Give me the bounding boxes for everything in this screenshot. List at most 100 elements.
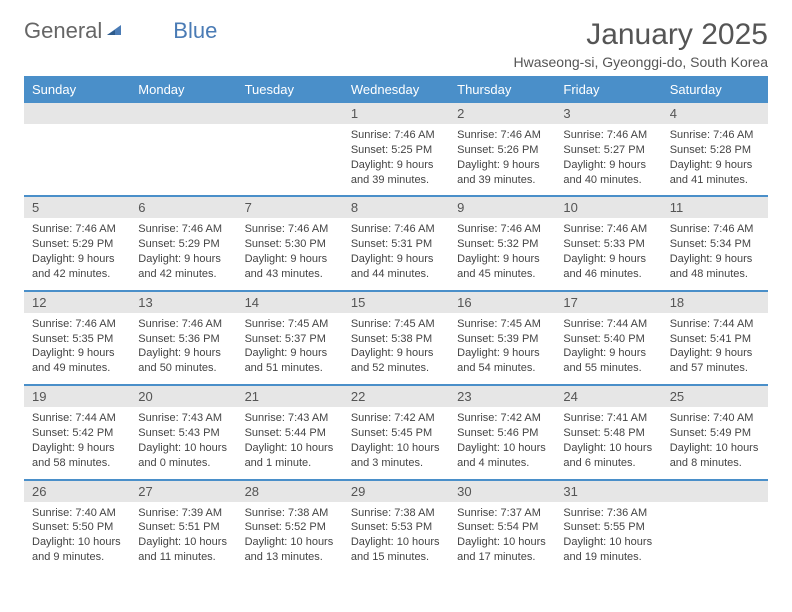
sunset-text: Sunset: 5:51 PM — [138, 520, 228, 535]
daylight-text: Daylight: 9 hours and 52 minutes. — [351, 346, 441, 376]
day-number: 14 — [237, 291, 343, 313]
sunset-text: Sunset: 5:49 PM — [670, 426, 760, 441]
day-cell: Sunrise: 7:43 AMSunset: 5:43 PMDaylight:… — [130, 407, 236, 479]
sunset-text: Sunset: 5:34 PM — [670, 237, 760, 252]
day-cell: Sunrise: 7:44 AMSunset: 5:40 PMDaylight:… — [555, 313, 661, 385]
calendar-body: 1234Sunrise: 7:46 AMSunset: 5:25 PMDayli… — [24, 103, 768, 573]
daylight-text: Daylight: 10 hours and 3 minutes. — [351, 441, 441, 471]
day-header-tuesday: Tuesday — [237, 76, 343, 103]
day-number: 27 — [130, 480, 236, 502]
sunrise-text: Sunrise: 7:46 AM — [457, 128, 547, 143]
sunset-text: Sunset: 5:52 PM — [245, 520, 335, 535]
day-number — [130, 103, 236, 124]
daylight-text: Daylight: 9 hours and 51 minutes. — [245, 346, 335, 376]
sunrise-text: Sunrise: 7:44 AM — [32, 411, 122, 426]
sunrise-text: Sunrise: 7:46 AM — [32, 222, 122, 237]
day-cell: Sunrise: 7:45 AMSunset: 5:38 PMDaylight:… — [343, 313, 449, 385]
day-cell: Sunrise: 7:43 AMSunset: 5:44 PMDaylight:… — [237, 407, 343, 479]
header: General Blue January 2025 Hwaseong-si, G… — [24, 18, 768, 70]
day-header-row: Sunday Monday Tuesday Wednesday Thursday… — [24, 76, 768, 103]
day-number: 18 — [662, 291, 768, 313]
daylight-text: Daylight: 9 hours and 58 minutes. — [32, 441, 122, 471]
logo-text-blue: Blue — [173, 18, 217, 44]
sunset-text: Sunset: 5:32 PM — [457, 237, 547, 252]
daylight-text: Daylight: 10 hours and 19 minutes. — [563, 535, 653, 565]
sunrise-text: Sunrise: 7:40 AM — [670, 411, 760, 426]
day-number: 15 — [343, 291, 449, 313]
daylight-text: Daylight: 9 hours and 44 minutes. — [351, 252, 441, 282]
day-header-sunday: Sunday — [24, 76, 130, 103]
daylight-text: Daylight: 9 hours and 42 minutes. — [138, 252, 228, 282]
day-number: 10 — [555, 196, 661, 218]
day-cell: Sunrise: 7:46 AMSunset: 5:33 PMDaylight:… — [555, 218, 661, 290]
daylight-text: Daylight: 9 hours and 42 minutes. — [32, 252, 122, 282]
day-cell: Sunrise: 7:45 AMSunset: 5:39 PMDaylight:… — [449, 313, 555, 385]
day-data-row: Sunrise: 7:46 AMSunset: 5:35 PMDaylight:… — [24, 313, 768, 385]
day-cell — [237, 124, 343, 196]
day-number — [237, 103, 343, 124]
daylight-text: Daylight: 10 hours and 9 minutes. — [32, 535, 122, 565]
daylight-text: Daylight: 9 hours and 57 minutes. — [670, 346, 760, 376]
sunset-text: Sunset: 5:33 PM — [563, 237, 653, 252]
sunrise-text: Sunrise: 7:43 AM — [245, 411, 335, 426]
month-title: January 2025 — [514, 18, 768, 52]
day-cell: Sunrise: 7:39 AMSunset: 5:51 PMDaylight:… — [130, 502, 236, 573]
sunset-text: Sunset: 5:28 PM — [670, 143, 760, 158]
sunrise-text: Sunrise: 7:46 AM — [351, 128, 441, 143]
sunset-text: Sunset: 5:38 PM — [351, 332, 441, 347]
daylight-text: Daylight: 9 hours and 49 minutes. — [32, 346, 122, 376]
sunset-text: Sunset: 5:31 PM — [351, 237, 441, 252]
sunrise-text: Sunrise: 7:38 AM — [245, 506, 335, 521]
day-num-row: 12131415161718 — [24, 291, 768, 313]
sunrise-text: Sunrise: 7:40 AM — [32, 506, 122, 521]
daylight-text: Daylight: 9 hours and 39 minutes. — [457, 158, 547, 188]
day-cell — [662, 502, 768, 573]
daylight-text: Daylight: 9 hours and 39 minutes. — [351, 158, 441, 188]
sunrise-text: Sunrise: 7:45 AM — [351, 317, 441, 332]
day-cell — [24, 124, 130, 196]
day-cell: Sunrise: 7:42 AMSunset: 5:45 PMDaylight:… — [343, 407, 449, 479]
daylight-text: Daylight: 9 hours and 48 minutes. — [670, 252, 760, 282]
day-number: 31 — [555, 480, 661, 502]
day-number: 29 — [343, 480, 449, 502]
day-cell: Sunrise: 7:38 AMSunset: 5:52 PMDaylight:… — [237, 502, 343, 573]
day-number: 4 — [662, 103, 768, 124]
day-header-saturday: Saturday — [662, 76, 768, 103]
day-cell: Sunrise: 7:38 AMSunset: 5:53 PMDaylight:… — [343, 502, 449, 573]
daylight-text: Daylight: 9 hours and 50 minutes. — [138, 346, 228, 376]
day-header-wednesday: Wednesday — [343, 76, 449, 103]
sunrise-text: Sunrise: 7:46 AM — [351, 222, 441, 237]
sunset-text: Sunset: 5:29 PM — [32, 237, 122, 252]
daylight-text: Daylight: 10 hours and 8 minutes. — [670, 441, 760, 471]
sunrise-text: Sunrise: 7:45 AM — [457, 317, 547, 332]
sunrise-text: Sunrise: 7:37 AM — [457, 506, 547, 521]
day-number — [24, 103, 130, 124]
sunrise-text: Sunrise: 7:42 AM — [351, 411, 441, 426]
day-data-row: Sunrise: 7:40 AMSunset: 5:50 PMDaylight:… — [24, 502, 768, 573]
daylight-text: Daylight: 10 hours and 17 minutes. — [457, 535, 547, 565]
sunset-text: Sunset: 5:39 PM — [457, 332, 547, 347]
sunrise-text: Sunrise: 7:36 AM — [563, 506, 653, 521]
day-header-friday: Friday — [555, 76, 661, 103]
sunset-text: Sunset: 5:46 PM — [457, 426, 547, 441]
daylight-text: Daylight: 9 hours and 41 minutes. — [670, 158, 760, 188]
day-cell: Sunrise: 7:37 AMSunset: 5:54 PMDaylight:… — [449, 502, 555, 573]
sunset-text: Sunset: 5:42 PM — [32, 426, 122, 441]
sunrise-text: Sunrise: 7:46 AM — [138, 317, 228, 332]
daylight-text: Daylight: 10 hours and 6 minutes. — [563, 441, 653, 471]
day-cell: Sunrise: 7:46 AMSunset: 5:29 PMDaylight:… — [24, 218, 130, 290]
day-number: 1 — [343, 103, 449, 124]
sunrise-text: Sunrise: 7:46 AM — [563, 222, 653, 237]
day-number: 6 — [130, 196, 236, 218]
header-right: January 2025 Hwaseong-si, Gyeonggi-do, S… — [514, 18, 768, 70]
day-cell: Sunrise: 7:46 AMSunset: 5:34 PMDaylight:… — [662, 218, 768, 290]
day-number: 28 — [237, 480, 343, 502]
sunrise-text: Sunrise: 7:46 AM — [457, 222, 547, 237]
daylight-text: Daylight: 10 hours and 4 minutes. — [457, 441, 547, 471]
day-cell: Sunrise: 7:46 AMSunset: 5:29 PMDaylight:… — [130, 218, 236, 290]
daylight-text: Daylight: 10 hours and 0 minutes. — [138, 441, 228, 471]
day-number: 13 — [130, 291, 236, 313]
day-cell: Sunrise: 7:44 AMSunset: 5:42 PMDaylight:… — [24, 407, 130, 479]
sunrise-text: Sunrise: 7:44 AM — [670, 317, 760, 332]
sunrise-text: Sunrise: 7:46 AM — [670, 128, 760, 143]
